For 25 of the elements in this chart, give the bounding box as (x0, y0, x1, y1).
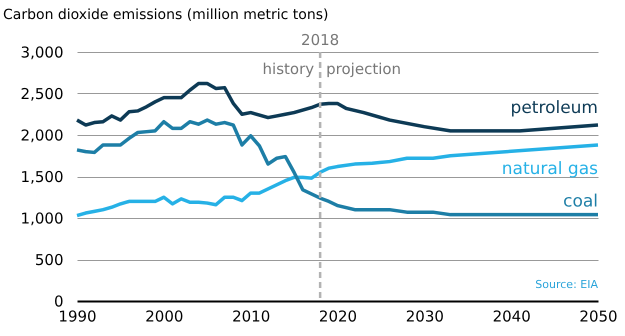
annotation: projection (326, 60, 402, 78)
annotation: Source: EIA (535, 278, 598, 291)
x-tick-label: 2020 (318, 308, 358, 326)
x-tick-label: 2010 (232, 308, 270, 326)
y-tick-label: 1,000 (20, 210, 64, 228)
x-tick-label: 1990 (58, 308, 97, 326)
x-tick-label: 2050 (579, 308, 618, 326)
y-tick-label: 2,500 (20, 85, 64, 103)
x-tick-label: 2040 (492, 308, 531, 326)
y-tick-label: 0 (54, 292, 64, 310)
line-series (75, 143, 600, 218)
chart-title: Carbon dioxide emissions (million metric tons) (3, 7, 328, 23)
ref-line-label: 2018 (301, 31, 340, 49)
line-series (75, 82, 600, 133)
y-tick-label: 500 (34, 251, 64, 269)
line-series (75, 118, 600, 216)
series-label: petroleum (510, 98, 598, 118)
x-tick-label: 2000 (145, 308, 184, 326)
series-label: coal (563, 192, 598, 212)
series-label: natural gas (502, 158, 598, 179)
y-tick-label: 3,000 (20, 44, 64, 62)
y-tick-label: 2,000 (20, 126, 64, 144)
y-tick-label: 1,500 (20, 168, 64, 186)
x-tick-label: 2030 (406, 308, 444, 326)
annotation: history (262, 60, 314, 78)
